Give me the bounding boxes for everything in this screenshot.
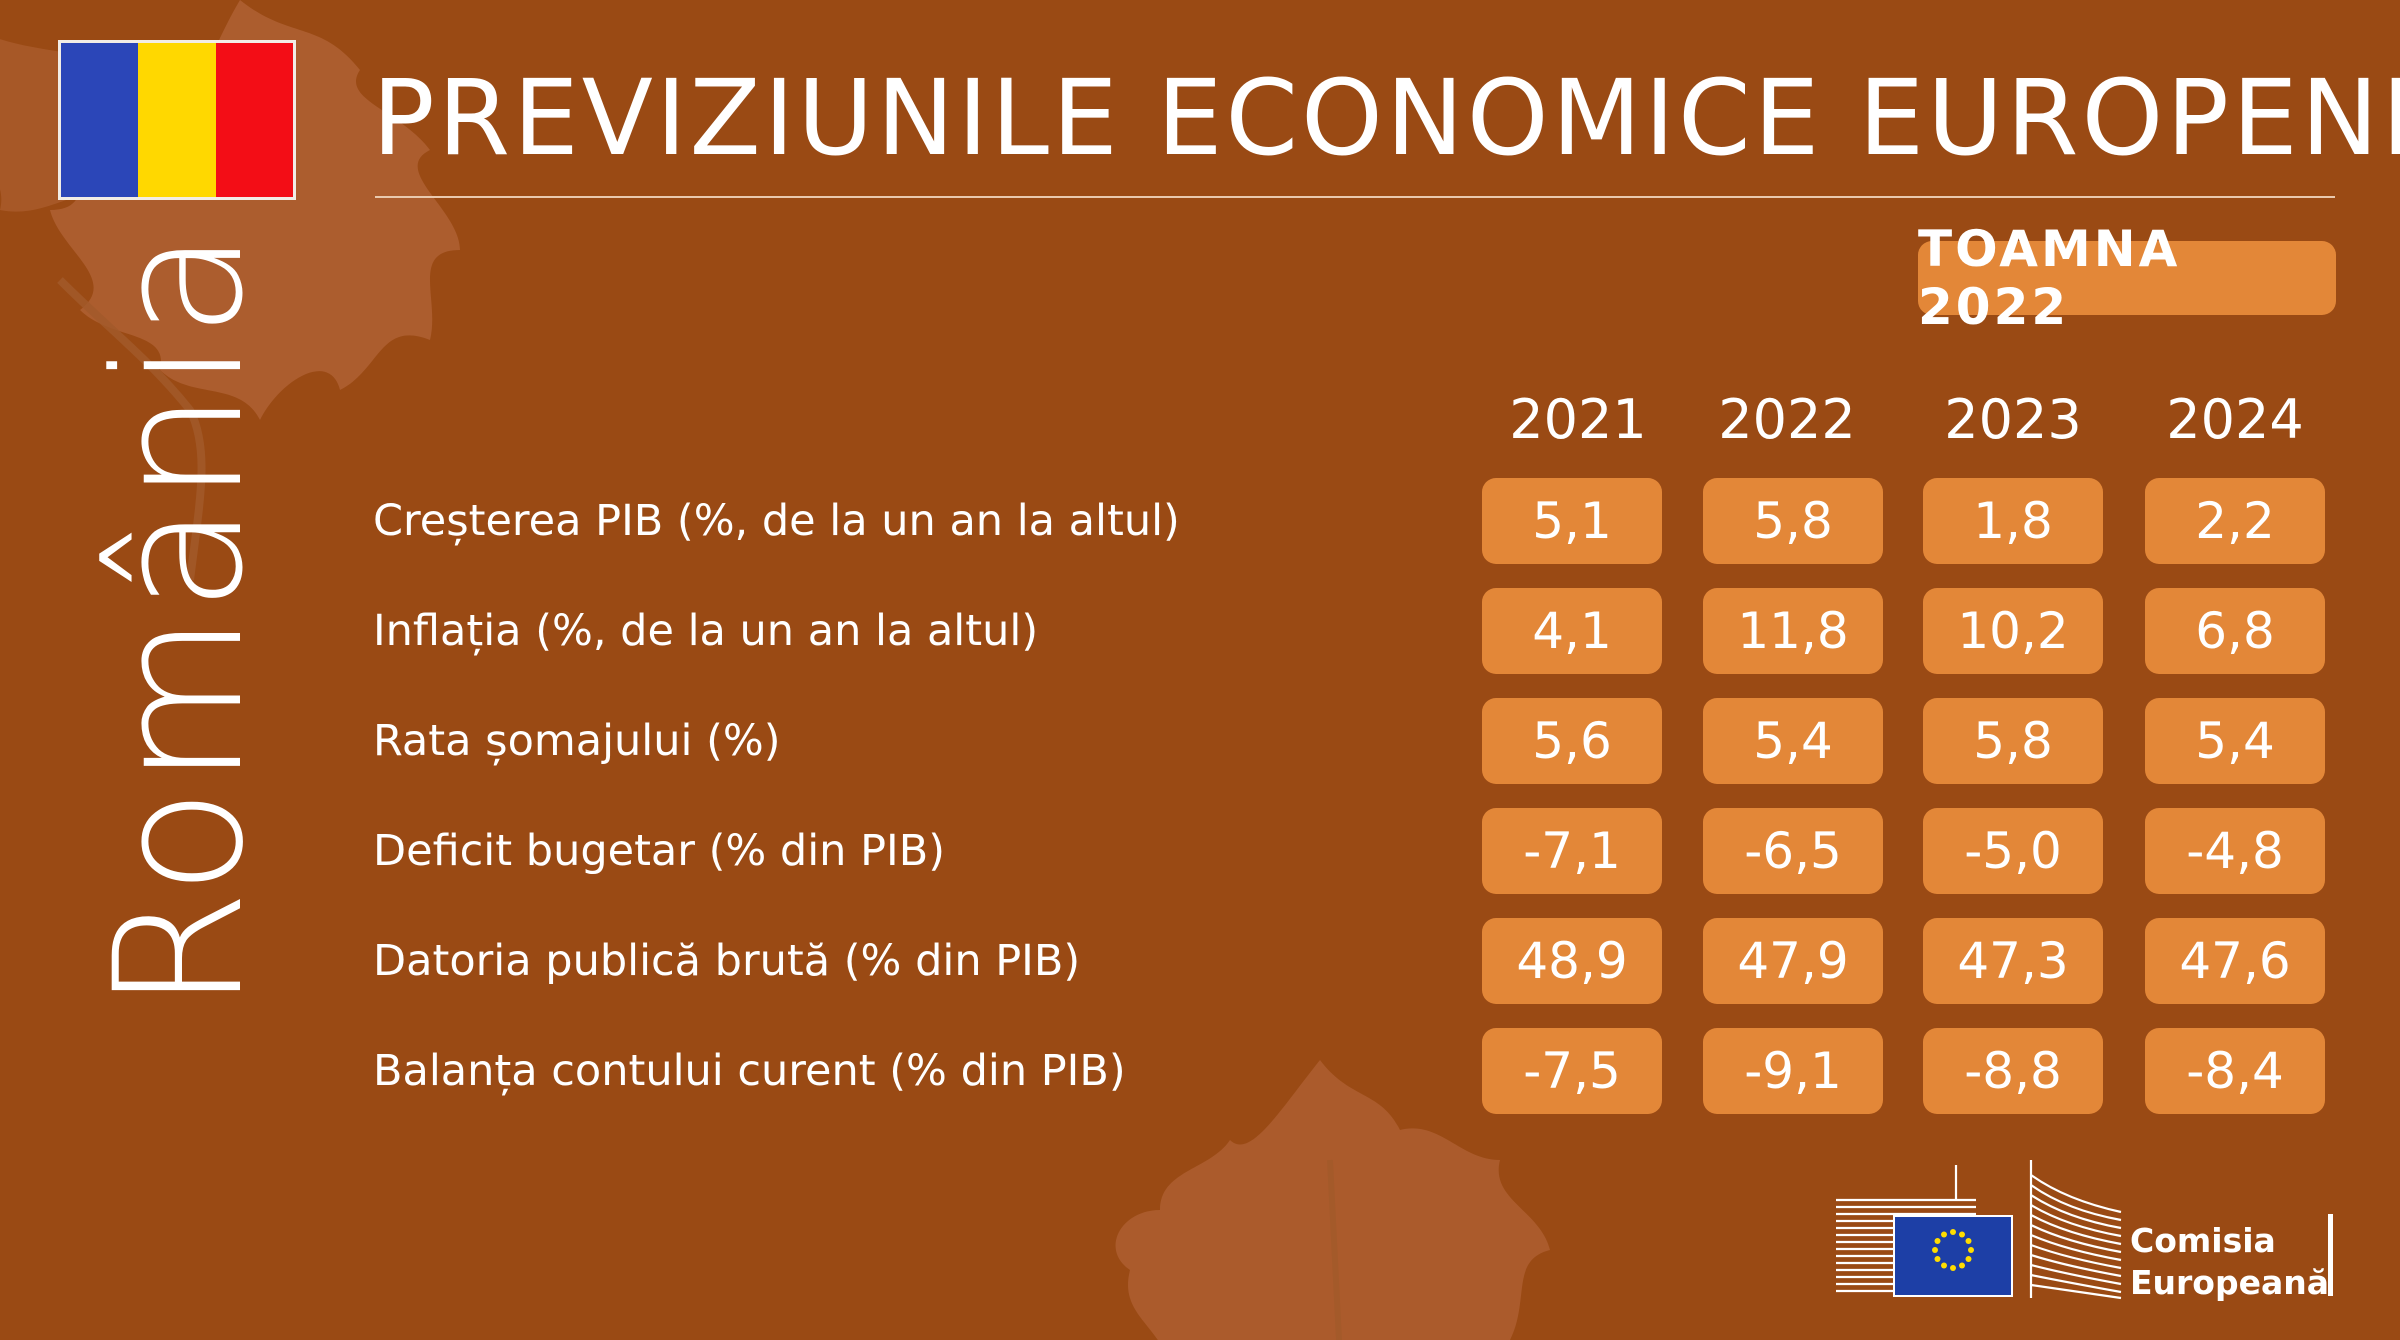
row-label-current-account: Balanța contului curent (% din PIB) xyxy=(373,1046,1126,1096)
value-cell: 47,9 xyxy=(1703,918,1883,1004)
value-cell: 47,3 xyxy=(1923,918,2103,1004)
value-cell: -9,1 xyxy=(1703,1028,1883,1114)
value-cell: 5,6 xyxy=(1482,698,1662,784)
value-cell: 47,6 xyxy=(2145,918,2325,1004)
row-label-unemployment: Rata șomajului (%) xyxy=(373,716,781,766)
row-label-inflation: Inflația (%, de la un an la altul) xyxy=(373,606,1039,656)
commission-name: Comisia Europeană xyxy=(2130,1220,2329,1304)
value-cell: 2,2 xyxy=(2145,478,2325,564)
flag-stripe-yellow xyxy=(138,43,216,197)
value-cell: 5,4 xyxy=(2145,698,2325,784)
season-label: TOAMNA 2022 xyxy=(1918,220,2181,336)
value-cell: -6,5 xyxy=(1703,808,1883,894)
leaf-decoration-bottom xyxy=(1115,1060,1550,1340)
value-cell: -7,1 xyxy=(1482,808,1662,894)
country-name: România xyxy=(77,228,282,1012)
page-title: PREVIZIUNILE ECONOMICE EUROPENE xyxy=(372,57,2400,179)
value-cell: -8,8 xyxy=(1923,1028,2103,1114)
commission-name-line1: Comisia xyxy=(2130,1221,2276,1260)
value-cell: 5,8 xyxy=(1923,698,2103,784)
title-divider xyxy=(375,196,2335,198)
logo-divider xyxy=(2328,1214,2333,1296)
eu-stars-icon xyxy=(1932,1229,1974,1271)
value-cell: 48,9 xyxy=(1482,918,1662,1004)
building-lines-right-icon xyxy=(2029,1160,2122,1300)
year-header: 2021 xyxy=(1509,388,1647,451)
value-cell: -4,8 xyxy=(2145,808,2325,894)
row-label-budget-deficit: Deficit bugetar (% din PIB) xyxy=(373,826,945,876)
value-cell: 5,1 xyxy=(1482,478,1662,564)
row-label-public-debt: Datoria publică brută (% din PIB) xyxy=(373,936,1081,986)
value-cell: 10,2 xyxy=(1923,588,2103,674)
row-label-gdp-growth: Creșterea PIB (%, de la un an la altul) xyxy=(373,496,1180,546)
value-cell: 4,1 xyxy=(1482,588,1662,674)
value-cell: 5,8 xyxy=(1703,478,1883,564)
year-header: 2022 xyxy=(1718,388,1856,451)
year-header: 2023 xyxy=(1944,388,2082,451)
value-cell: 11,8 xyxy=(1703,588,1883,674)
flag-stripe-red xyxy=(215,43,293,197)
flag-stripe-blue xyxy=(61,43,139,197)
value-cell: -7,5 xyxy=(1482,1028,1662,1114)
year-header: 2024 xyxy=(2166,388,2304,451)
value-cell: -5,0 xyxy=(1923,808,2103,894)
romania-flag xyxy=(58,40,296,200)
commission-name-line2: Europeană xyxy=(2130,1263,2330,1302)
value-cell: 5,4 xyxy=(1703,698,1883,784)
eu-flag-icon xyxy=(1893,1215,2013,1297)
european-commission-logo xyxy=(1836,1160,2122,1300)
value-cell: 6,8 xyxy=(2145,588,2325,674)
value-cell: 1,8 xyxy=(1923,478,2103,564)
value-cell: -8,4 xyxy=(2145,1028,2325,1114)
season-badge: TOAMNA 2022 xyxy=(1918,220,2336,336)
